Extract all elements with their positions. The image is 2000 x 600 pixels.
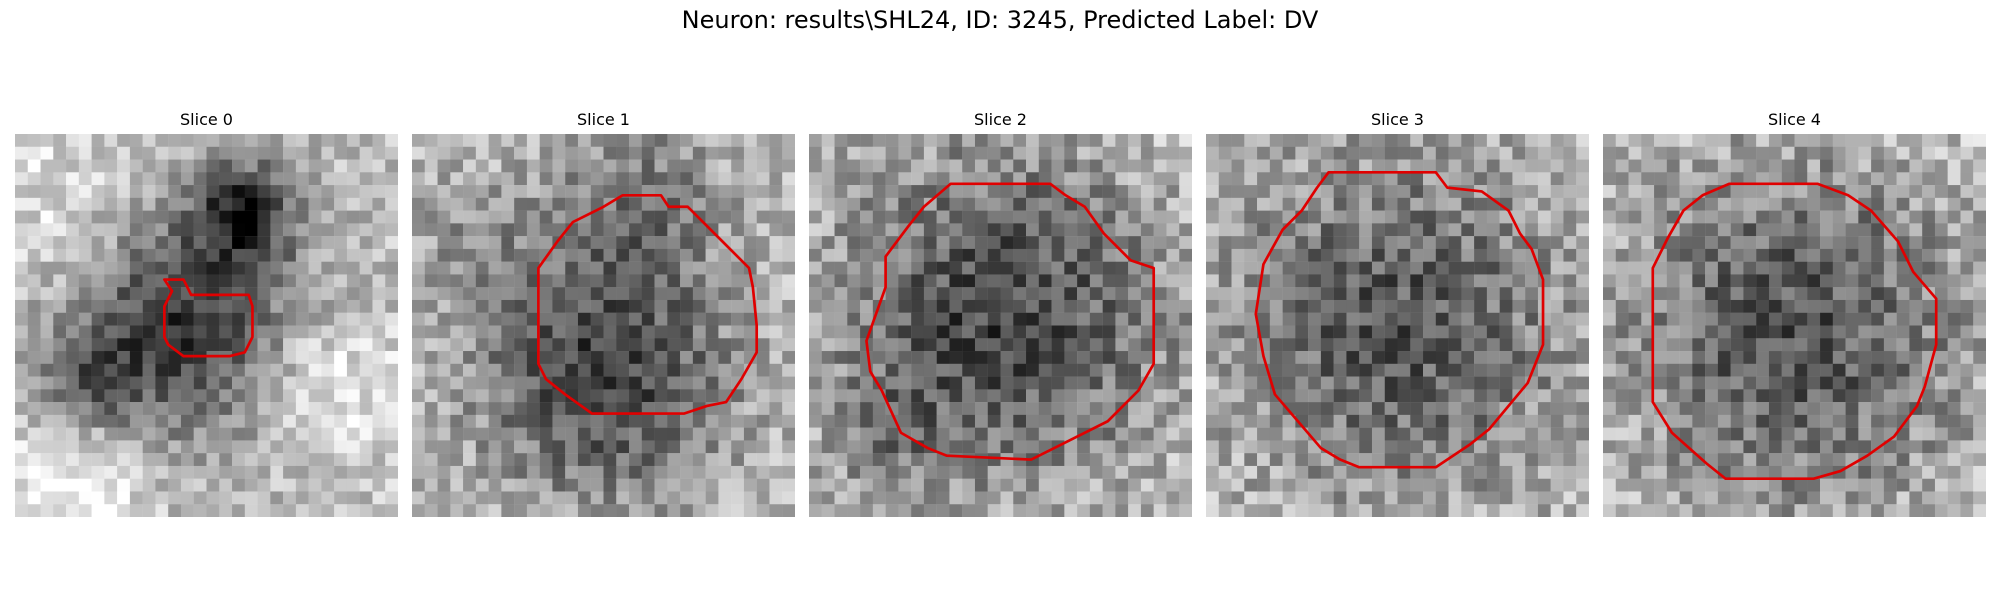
segmentation-contour (537, 193, 759, 415)
slice-image (1603, 134, 1986, 517)
figure-title: Neuron: results\SHL24, ID: 3245, Predict… (681, 6, 1319, 34)
slice-image (412, 134, 795, 517)
slice-image (1206, 134, 1589, 517)
slice-image (15, 134, 398, 517)
slice-title: Slice 3 (1371, 110, 1424, 129)
slice-title: Slice 1 (577, 110, 630, 129)
segmentation-contour (1651, 182, 1938, 481)
slice-image (809, 134, 1192, 517)
slice-panel-3: Slice 3 (1206, 108, 1589, 517)
slice-title: Slice 4 (1768, 110, 1821, 129)
segmentation-contour (865, 182, 1156, 461)
slice-panel-1: Slice 1 (412, 108, 795, 517)
slice-title: Slice 2 (974, 110, 1027, 129)
slice-panel-0: Slice 0 (15, 108, 398, 517)
segmentation-contour (163, 278, 254, 358)
segmentation-contour (1254, 170, 1545, 469)
slice-panel-4: Slice 4 (1603, 108, 1986, 517)
slice-panel-2: Slice 2 (809, 108, 1192, 517)
slice-title: Slice 0 (180, 110, 233, 129)
